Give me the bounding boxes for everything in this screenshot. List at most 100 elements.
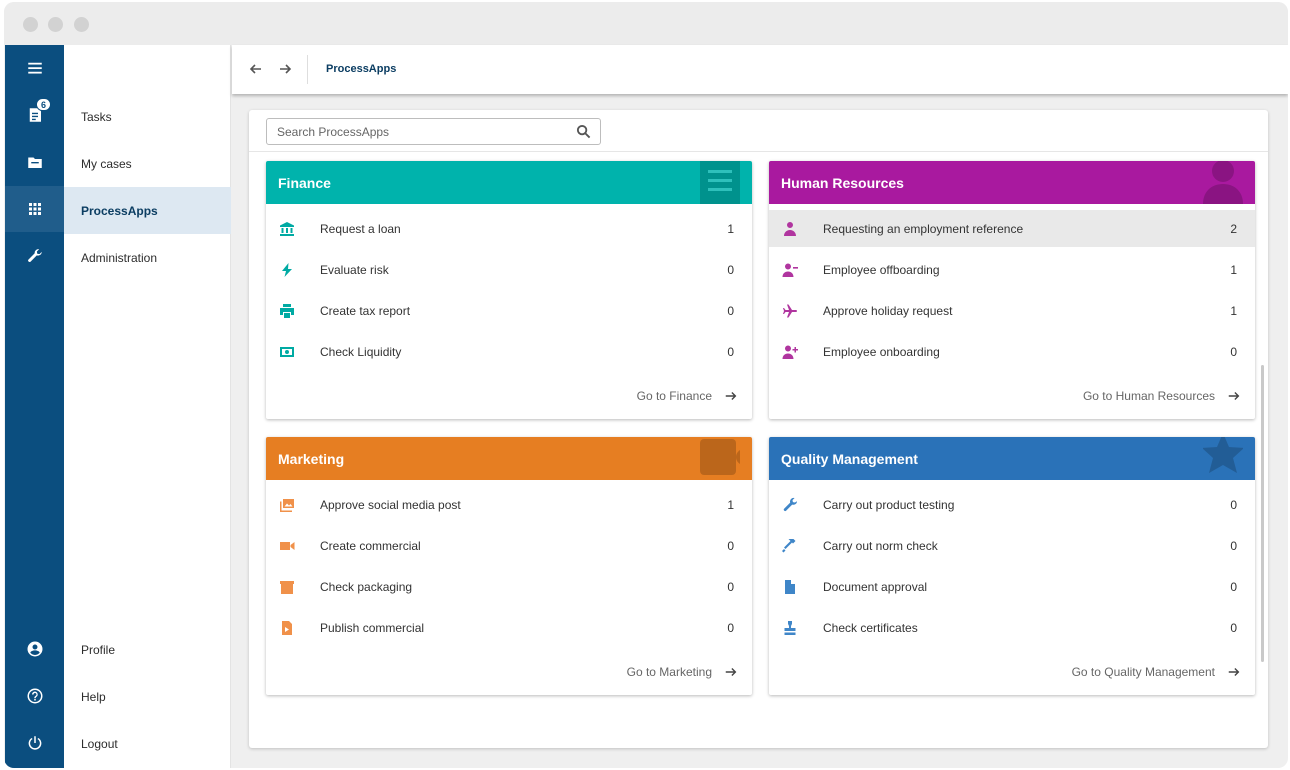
card-header[interactable]: Quality Management [769, 437, 1255, 480]
arrow-left-icon [249, 64, 261, 74]
rail-logout-button[interactable] [5, 720, 64, 766]
video-file-icon [278, 619, 296, 637]
process-card-finance: Finance Request a loan 1 Evaluate risk 0… [266, 161, 752, 419]
video-camera-icon [278, 537, 296, 555]
process-label: Employee offboarding [823, 262, 940, 277]
process-count: 2 [1230, 221, 1237, 236]
process-card-marketing: Marketing Approve social media post 1 Cr… [266, 437, 752, 695]
rail-help-button[interactable] [5, 673, 64, 719]
search-bar-area [249, 110, 1268, 152]
rail-tasks-button[interactable]: 6 [5, 92, 64, 138]
person-deco-icon [1203, 161, 1243, 204]
airplane-icon [781, 302, 799, 320]
go-to-label: Go to Marketing [626, 665, 712, 679]
process-row[interactable]: Approve holiday request 1 [769, 292, 1255, 329]
photo-deco-icon [700, 439, 740, 475]
process-row[interactable]: Create commercial 0 [266, 527, 752, 564]
process-count: 0 [727, 303, 734, 318]
window-close-dot[interactable] [23, 17, 38, 32]
nav-item-my-cases[interactable]: My cases [81, 156, 132, 171]
process-count: 0 [727, 620, 734, 635]
process-row[interactable]: Document approval 0 [769, 568, 1255, 605]
list-deco-icon [700, 161, 740, 204]
rail-cases-button[interactable] [5, 139, 64, 185]
process-row[interactable]: Check Liquidity 0 [266, 333, 752, 370]
nav-item-help[interactable]: Help [81, 689, 106, 704]
process-row[interactable]: Employee offboarding 1 [769, 251, 1255, 288]
process-count: 0 [1230, 497, 1237, 512]
process-label: Requesting an employment reference [823, 221, 1024, 236]
printer-icon [278, 302, 296, 320]
process-label: Check certificates [823, 620, 918, 635]
back-button[interactable] [247, 60, 265, 78]
window-minimize-dot[interactable] [48, 17, 63, 32]
go-to-link[interactable]: Go to Quality Management [1072, 662, 1241, 682]
side-navigation: Tasks My cases ProcessApps Administratio… [64, 45, 231, 768]
icon-rail: 6 [5, 45, 64, 768]
card-header[interactable]: Human Resources [769, 161, 1255, 204]
process-row[interactable]: Check packaging 0 [266, 568, 752, 605]
window-maximize-dot[interactable] [74, 17, 89, 32]
process-label: Employee onboarding [823, 344, 940, 359]
title-bar [4, 2, 1288, 45]
process-count: 0 [1230, 579, 1237, 594]
nav-item-administration[interactable]: Administration [81, 250, 158, 265]
process-label: Evaluate risk [320, 262, 389, 277]
arrow-right-icon [280, 64, 292, 74]
browser-window: 6 Tasks My cases ProcessApps Administrat… [4, 2, 1288, 768]
search-input[interactable] [277, 123, 567, 141]
process-row[interactable]: Carry out norm check 0 [769, 527, 1255, 564]
process-count: 0 [1230, 538, 1237, 553]
process-label: Approve social media post [320, 497, 461, 512]
process-row[interactable]: Requesting an employment reference 2 [769, 210, 1255, 247]
process-row[interactable]: Check certificates 0 [769, 609, 1255, 646]
card-header[interactable]: Marketing [266, 437, 752, 480]
scrollbar-thumb[interactable] [1261, 365, 1264, 662]
card-header[interactable]: Finance [266, 161, 752, 204]
package-icon [278, 578, 296, 596]
process-row[interactable]: Create tax report 0 [266, 292, 752, 329]
arrow-right-icon [725, 392, 737, 400]
arrow-right-icon [1228, 668, 1240, 676]
hammer-icon [781, 537, 799, 555]
breadcrumb[interactable]: ProcessApps [326, 63, 397, 75]
process-count: 1 [1230, 303, 1237, 318]
process-row[interactable]: Request a loan 1 [266, 210, 752, 247]
stamp-icon [781, 619, 799, 637]
menu-toggle-button[interactable] [5, 45, 64, 91]
help-icon [27, 688, 42, 704]
process-label: Request a loan [320, 221, 401, 236]
top-bar: ProcessApps [232, 45, 1288, 94]
wrench-icon [781, 496, 799, 514]
star-deco-icon [1203, 437, 1243, 473]
nav-item-tasks[interactable]: Tasks [81, 109, 112, 124]
bank-icon [278, 220, 296, 238]
photos-icon [278, 496, 296, 514]
go-to-link[interactable]: Go to Finance [637, 386, 738, 406]
nav-item-logout[interactable]: Logout [81, 736, 118, 751]
process-row[interactable]: Approve social media post 1 [266, 486, 752, 523]
card-title: Finance [278, 174, 331, 191]
process-row[interactable]: Publish commercial 0 [266, 609, 752, 646]
menu-icon [27, 62, 42, 74]
bolt-icon [278, 261, 296, 279]
tasks-count-badge: 6 [36, 98, 51, 111]
rail-profile-button[interactable] [5, 626, 64, 672]
process-row[interactable]: Carry out product testing 0 [769, 486, 1255, 523]
process-count: 0 [727, 579, 734, 594]
go-to-label: Go to Quality Management [1071, 665, 1215, 679]
process-row[interactable]: Evaluate risk 0 [266, 251, 752, 288]
rail-apps-button[interactable] [5, 186, 64, 232]
search-field[interactable] [266, 118, 601, 145]
nav-item-profile[interactable]: Profile [81, 642, 116, 657]
go-to-link[interactable]: Go to Human Resources [1083, 386, 1241, 406]
card-title: Human Resources [781, 174, 904, 191]
search-icon[interactable] [576, 124, 591, 139]
process-row[interactable]: Employee onboarding 0 [769, 333, 1255, 370]
process-label: Carry out norm check [823, 538, 938, 553]
forward-button[interactable] [276, 60, 294, 78]
process-count: 1 [727, 497, 734, 512]
go-to-link[interactable]: Go to Marketing [627, 662, 738, 682]
rail-admin-button[interactable] [5, 233, 64, 279]
nav-item-processapps[interactable]: ProcessApps [64, 187, 231, 234]
